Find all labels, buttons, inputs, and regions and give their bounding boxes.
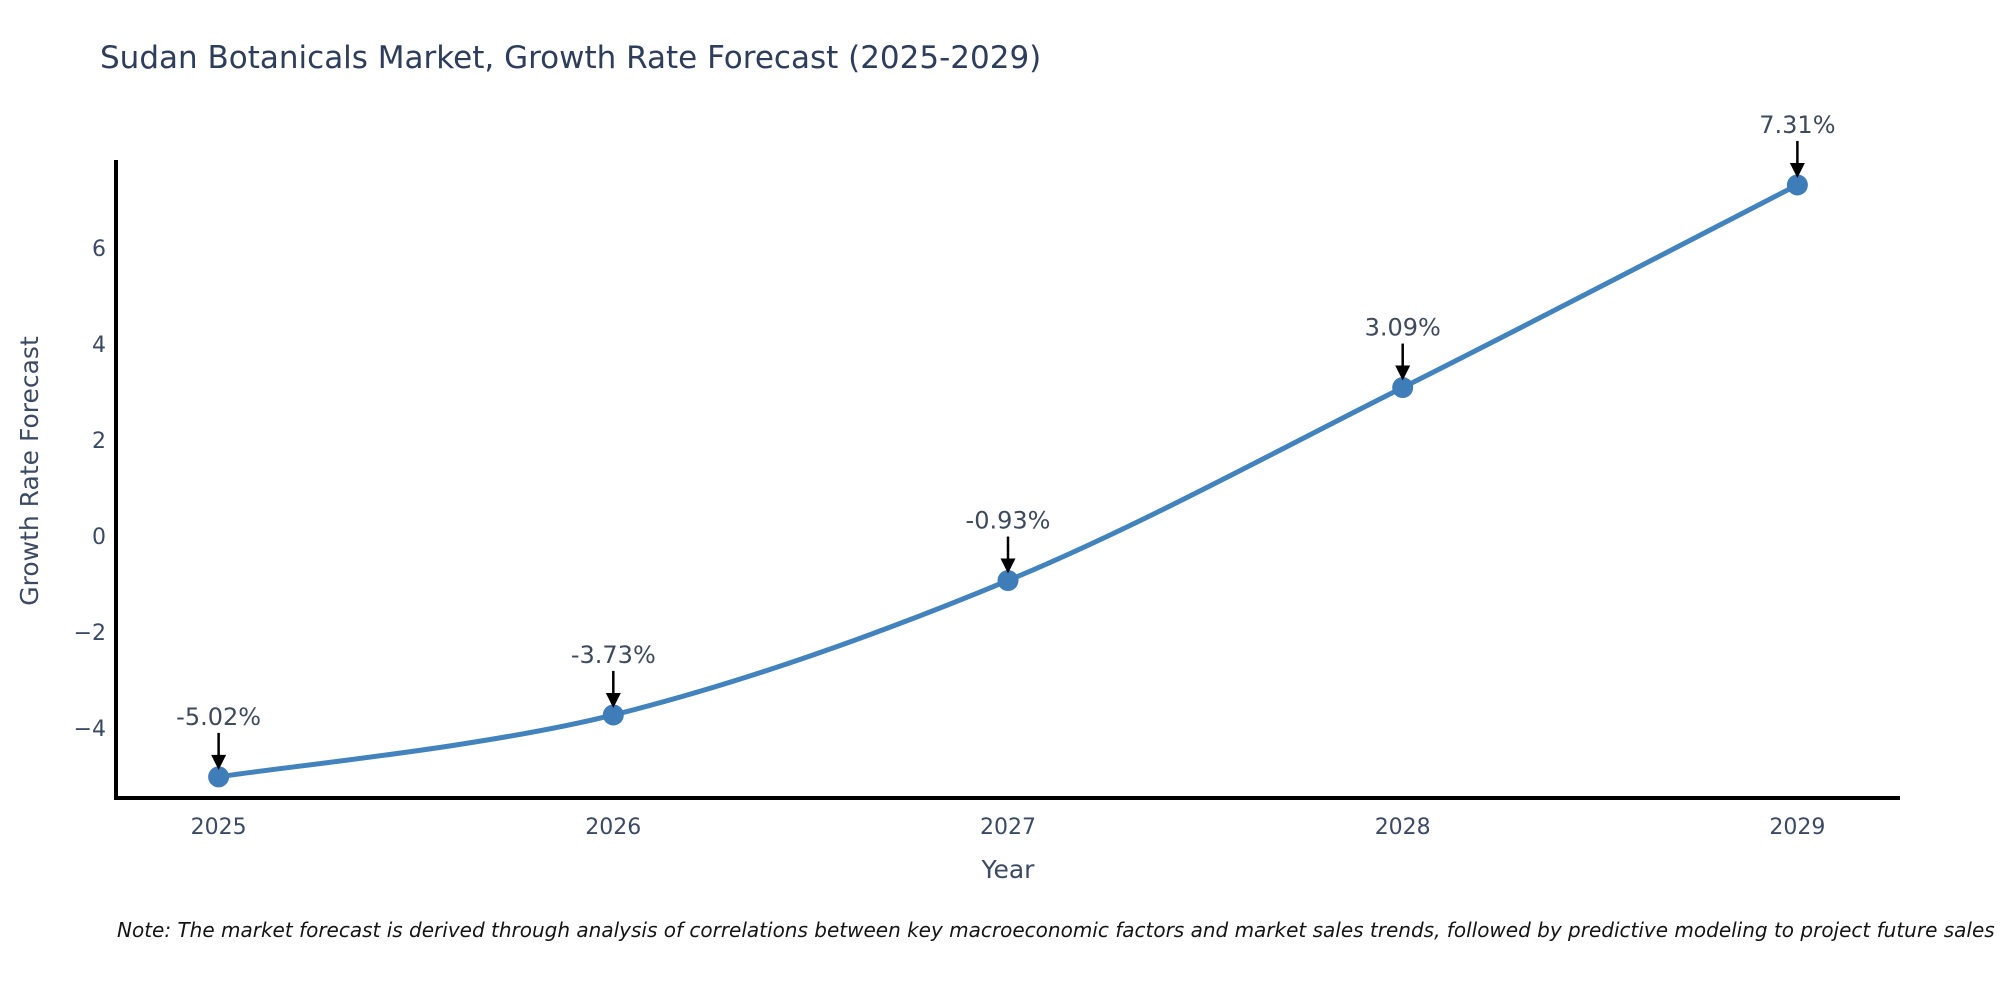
data-point-label: 3.09% xyxy=(1365,314,1441,342)
data-point-marker xyxy=(602,704,624,726)
data-point-marker xyxy=(1786,174,1808,196)
data-point-marker xyxy=(997,570,1019,592)
y-tick-label: 6 xyxy=(92,237,106,262)
y-tick-label: 2 xyxy=(92,429,106,454)
x-tick-label: 2025 xyxy=(191,815,247,840)
data-point-marker xyxy=(208,766,230,788)
data-point-label: -3.73% xyxy=(571,641,656,669)
data-point-label: -5.02% xyxy=(176,703,261,731)
annotation-arrowhead xyxy=(1395,365,1411,381)
x-tick-label: 2026 xyxy=(585,815,641,840)
footnote: Note: The market forecast is derived thr… xyxy=(117,918,1995,942)
y-tick-label: 0 xyxy=(92,525,106,550)
data-point-label: -0.93% xyxy=(966,507,1051,535)
annotation-arrowhead xyxy=(605,692,621,708)
forecast-line xyxy=(216,182,1800,780)
x-tick-label: 2029 xyxy=(1769,815,1825,840)
x-tick-label: 2028 xyxy=(1375,815,1431,840)
annotation-arrowhead xyxy=(1789,162,1805,178)
data-point-marker xyxy=(1392,377,1414,399)
y-axis-title: Growth Rate Forecast xyxy=(15,336,44,606)
y-tick-label: 4 xyxy=(92,333,106,358)
x-tick-label: 2027 xyxy=(980,815,1036,840)
chart-title: Sudan Botanicals Market, Growth Rate For… xyxy=(100,40,1042,76)
annotation-arrowhead xyxy=(1000,558,1016,574)
growth-chart-svg: 6 4 2 0 −2 −4 2025 2026 2027 2028 2029 Year Growth R… xyxy=(15,111,1900,884)
x-axis-title: Year xyxy=(981,855,1036,884)
annotation-arrowhead xyxy=(211,754,227,770)
y-tick-label: −4 xyxy=(74,717,106,742)
y-tick-label: −2 xyxy=(74,621,106,646)
data-point-label: 7.31% xyxy=(1759,111,1835,139)
